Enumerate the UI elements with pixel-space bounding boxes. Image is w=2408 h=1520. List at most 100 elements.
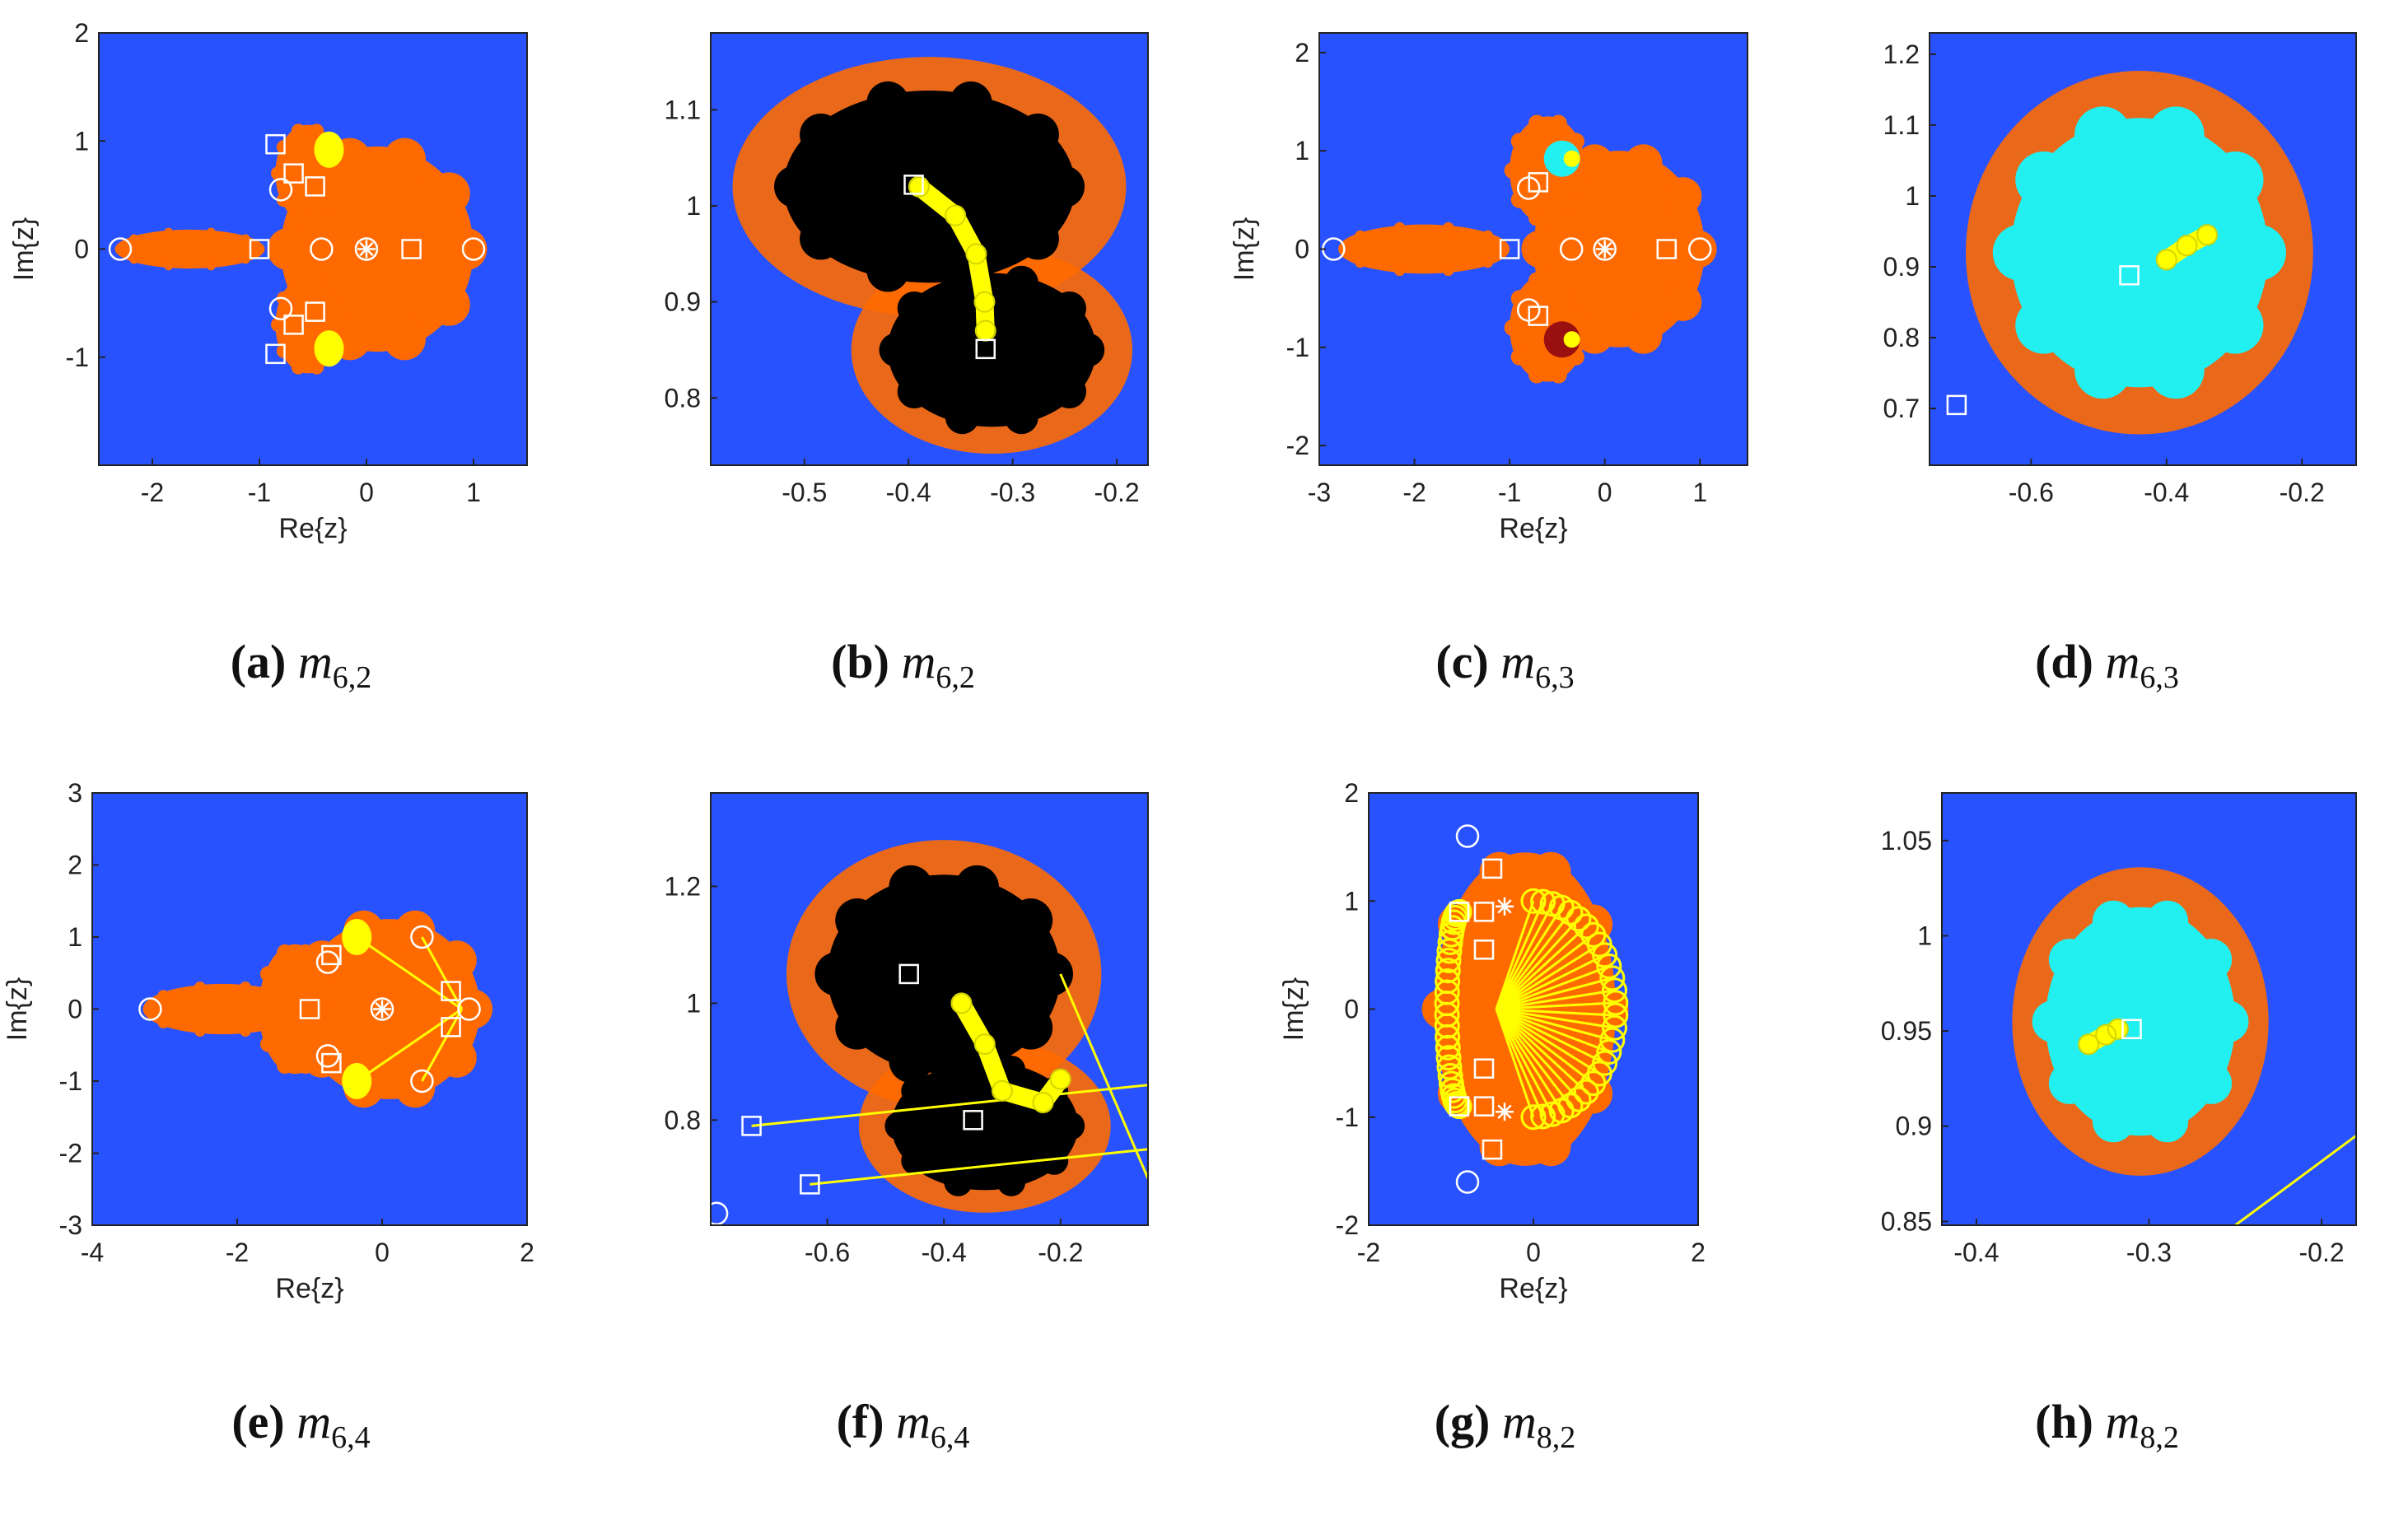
region-bump — [879, 333, 913, 367]
region-bump — [241, 234, 250, 243]
y-tick-label: 0.9 — [1896, 1112, 1932, 1141]
region-bump — [1528, 209, 1546, 226]
region-bump — [945, 400, 979, 435]
x-tick-label: 2 — [520, 1238, 534, 1267]
y-tick-label: 1 — [68, 922, 82, 952]
yellow-circle — [1435, 1034, 1461, 1061]
yellow-circle — [2176, 235, 2198, 257]
trajectory-line — [1495, 1008, 1572, 1107]
region-bump — [1510, 133, 1528, 150]
square-marker — [1473, 940, 1495, 960]
region-bump — [1004, 400, 1038, 435]
region-bump — [2092, 1100, 2135, 1143]
square-marker — [321, 1052, 342, 1074]
trajectory-line — [421, 936, 464, 1010]
region-bump — [2015, 152, 2072, 208]
region-bump — [1504, 161, 1521, 180]
x-axis-label: Re{z} — [275, 1273, 343, 1304]
region-bump — [271, 166, 286, 181]
y-tick-label: 0.8 — [1883, 323, 1920, 352]
yellow-circle — [1436, 938, 1463, 964]
trajectory-line — [1495, 901, 1544, 1010]
yellow-circle — [908, 175, 930, 198]
region-bump — [291, 360, 306, 375]
region-bump — [259, 1036, 277, 1052]
x-tick-label: -0.2 — [1038, 1238, 1083, 1267]
trajectory-line — [1496, 1008, 1606, 1065]
circle-marker — [1687, 237, 1712, 261]
caption-subscript: 6,2 — [936, 660, 975, 695]
region-bump — [1421, 989, 1462, 1029]
trajectory-line — [1059, 973, 1148, 1179]
region-bump — [2190, 939, 2233, 981]
trajectory-line — [1495, 900, 1535, 1009]
trajectory-line — [1495, 925, 1588, 1010]
region-bump — [889, 865, 933, 909]
region-bump — [129, 234, 138, 243]
region-bump — [324, 192, 339, 207]
region-bump — [2146, 900, 2189, 943]
x-tick-label: -1 — [248, 478, 271, 507]
region-bump — [240, 1025, 251, 1037]
region-bump — [2015, 296, 2072, 354]
trajectory-line — [1495, 912, 1572, 1010]
region-bump — [1039, 1146, 1069, 1175]
trajectory-line — [1495, 1009, 1535, 1118]
yellow-circle — [2078, 1033, 2100, 1056]
trajectory-line — [1495, 903, 1554, 1010]
x-tick-label: 0 — [1526, 1238, 1541, 1267]
region-bump — [277, 1057, 293, 1075]
trajectory-line — [1496, 1001, 1616, 1010]
square-marker — [898, 963, 919, 985]
x-tick-label: -2 — [226, 1238, 249, 1267]
region-bump — [866, 249, 909, 292]
square-marker — [305, 176, 325, 197]
circle-marker — [1516, 298, 1541, 322]
x-tick-label: -0.3 — [2126, 1238, 2172, 1267]
region-bump — [1567, 290, 1584, 307]
panel-d: -0.6 -0.4 -0.2 0.7 0.8 0.9 1 1.1 1.2 (d) m6,3 — [1806, 0, 2408, 760]
region-bump — [1009, 898, 1053, 943]
y-tick-label: 1.2 — [665, 872, 701, 902]
region-bump — [310, 124, 324, 138]
x-tick-label: -0.6 — [805, 1238, 850, 1267]
yellow-circle — [1446, 1093, 1472, 1120]
region-bump — [1393, 221, 1406, 233]
star-marker — [373, 1000, 391, 1019]
y-tick-label: 0 — [1344, 995, 1359, 1024]
region-bump — [1574, 161, 1592, 180]
region-bump — [1664, 283, 1702, 321]
chart-g: -2 0 2 -2 -1 0 1 2 Re{z} Im{z} — [1278, 778, 1706, 1304]
yellow-circle — [2095, 1023, 2117, 1046]
y-tick-label: 1.1 — [1883, 110, 1920, 140]
region-bump — [2146, 1100, 2189, 1143]
region-bump — [1052, 374, 1086, 409]
yellow-circle — [1435, 958, 1461, 984]
region-bump — [1443, 221, 1454, 233]
yellow-circle — [1573, 913, 1599, 940]
region-bump — [1016, 217, 1059, 260]
region-orange — [114, 229, 265, 269]
region-bump — [901, 1146, 930, 1175]
caption-label: (d) — [2035, 635, 2093, 688]
yellow-circle — [950, 992, 973, 1014]
region-bump — [1504, 319, 1521, 337]
x-tick-label: -0.4 — [922, 1238, 967, 1267]
region-bump — [1567, 191, 1584, 208]
y-tick-label: 0.95 — [1881, 1016, 1932, 1046]
circle-marker — [1455, 824, 1480, 848]
x-axis-label: Re{z} — [1499, 1273, 1567, 1304]
y-tick-label: 1 — [1905, 181, 1920, 211]
region-bump — [1531, 851, 1571, 893]
x-tick-label: -4 — [81, 1238, 104, 1267]
yellow-circle — [1530, 1103, 1556, 1130]
region-bump — [1531, 1126, 1571, 1167]
square-marker — [1946, 394, 1967, 416]
square-marker — [1656, 239, 1678, 259]
x-axis-label: Re{z} — [278, 513, 347, 544]
region-bump — [2206, 1000, 2249, 1042]
region-bump — [1574, 319, 1592, 337]
yellow-circle — [1530, 888, 1556, 915]
region-bump — [310, 208, 324, 223]
star-marker — [1595, 240, 1614, 259]
